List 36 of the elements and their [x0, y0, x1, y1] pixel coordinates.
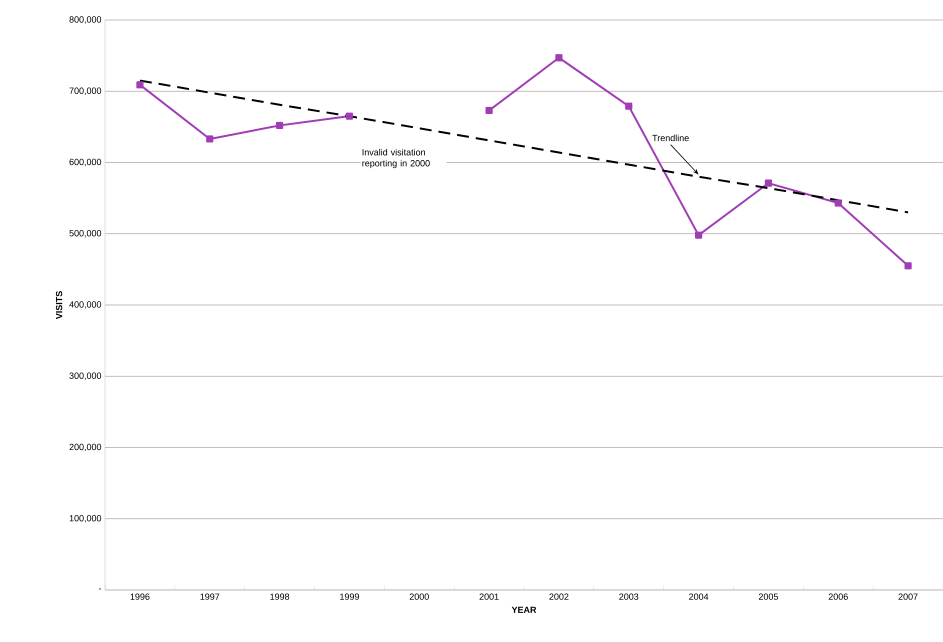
x-tick-label: 2005	[758, 594, 778, 600]
annotation: Invalid visitation reporting in 2000	[362, 148, 430, 168]
point	[904, 262, 912, 270]
point	[695, 232, 702, 239]
x-tick-label: 2006	[828, 594, 848, 600]
point	[206, 135, 214, 143]
point	[486, 106, 493, 114]
x-axis-title: YEAR	[512, 606, 536, 613]
y-tick-label: 400,000	[69, 301, 102, 309]
point	[555, 54, 563, 62]
x-tick-label: 1999	[340, 594, 359, 600]
point	[136, 81, 144, 88]
y-tick-label: 300,000	[69, 372, 102, 380]
point	[625, 102, 632, 110]
y-tick-label: 600,000	[70, 158, 102, 166]
x-tick-label: 2003	[619, 594, 638, 600]
x-tick-label: 2000	[410, 594, 429, 600]
x-tick-label: 2004	[689, 594, 708, 600]
point	[276, 122, 284, 130]
point	[764, 180, 772, 187]
y-tick-label: 200,000	[70, 444, 102, 452]
point	[834, 200, 842, 207]
annotation: Trendline	[652, 134, 689, 142]
y-tick-label: 500,000	[69, 230, 102, 238]
y-axis-title: VISITS	[56, 291, 62, 320]
x-tick-label: 2001	[480, 594, 499, 600]
y-tick-label: 800,000	[69, 16, 102, 24]
y-tick-label: -	[98, 588, 102, 590]
x-tick-label: 1997	[200, 594, 220, 600]
y-tick-label: 100,000	[70, 515, 102, 522]
point	[346, 112, 354, 120]
x-tick-label: 1998	[270, 594, 290, 600]
x-tick-label: 1996	[130, 594, 150, 600]
x-tick-label: 2007	[898, 594, 918, 600]
y-tick-label: 700,000	[70, 88, 102, 95]
x-tick-label: 2002	[549, 594, 568, 600]
